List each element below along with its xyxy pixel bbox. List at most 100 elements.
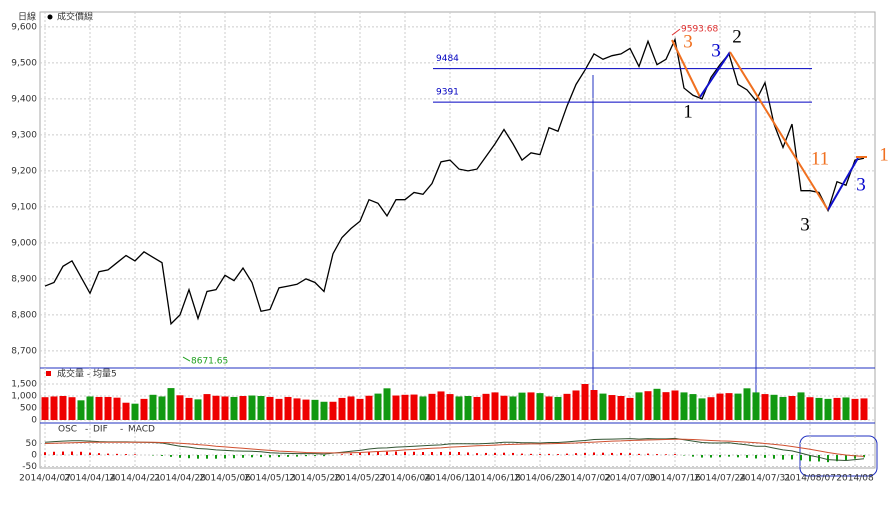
- volume-bar: [743, 388, 751, 420]
- volume-bar: [716, 393, 724, 420]
- volume-bar: [149, 394, 157, 420]
- osc-bar: [458, 452, 460, 455]
- osc-bar: [377, 451, 379, 455]
- y-tick-label: 8,800: [11, 310, 37, 320]
- osc-bar: [656, 454, 658, 455]
- volume-bar: [599, 393, 607, 420]
- volume-bar: [338, 397, 346, 420]
- volume-bar: [50, 396, 58, 420]
- volume-bar: [239, 396, 247, 420]
- osc-bar: [260, 455, 262, 458]
- osc-bar: [125, 454, 127, 455]
- y-tick-label: -50: [22, 462, 37, 472]
- volume-bar: [347, 396, 355, 420]
- volume-bar: [284, 396, 292, 420]
- osc-bar: [611, 452, 613, 455]
- volume-bar: [293, 398, 301, 420]
- volume-bar: [113, 397, 121, 420]
- volume-bar: [203, 394, 211, 420]
- price-line: [44, 37, 865, 326]
- y-tick-label: 50: [26, 439, 38, 449]
- osc-bar: [116, 453, 118, 455]
- volume-bar: [230, 396, 238, 420]
- volume-bar: [140, 398, 148, 420]
- volume-bar: [95, 396, 103, 420]
- y-tick-label: 8,700: [11, 346, 37, 356]
- osc-bar: [287, 455, 289, 457]
- x-tick-label: 2014/04/14: [64, 474, 116, 484]
- wave-label: 1: [879, 144, 889, 165]
- volume-bar: [617, 396, 625, 420]
- osc-bar: [422, 452, 424, 455]
- osc-bar: [98, 453, 100, 455]
- osc-bar: [530, 453, 532, 455]
- level-label: 9391: [436, 88, 459, 98]
- low-tick: [182, 356, 191, 362]
- y-tick-label: 9,600: [11, 22, 37, 32]
- osc-bar: [251, 455, 253, 458]
- osc-bar: [800, 455, 802, 461]
- low-label: 8671.65: [191, 357, 228, 367]
- osc-bar: [305, 455, 307, 457]
- osc-bar: [323, 455, 325, 457]
- volume-bar: [464, 396, 472, 420]
- osc-bar: [584, 452, 586, 455]
- osc-bar: [161, 455, 163, 456]
- legend-volume: 成交量 - 均量5: [57, 368, 117, 380]
- volume-bar: [185, 397, 193, 420]
- x-tick-label: 2014/04/28: [154, 474, 206, 484]
- osc-bar: [242, 455, 244, 458]
- volume-bar: [545, 396, 553, 420]
- volume-bar: [671, 390, 679, 420]
- volume-bar: [734, 393, 742, 420]
- x-tick-label: 2014/05/20: [289, 474, 341, 484]
- x-tick-label: 2014/05/13: [244, 474, 296, 484]
- osc-bar: [629, 453, 631, 455]
- osc-bar: [809, 455, 811, 462]
- osc-bar: [692, 455, 694, 457]
- x-tick-label: 2014/06/11: [424, 474, 476, 484]
- osc-bar: [224, 455, 226, 459]
- legend-dif: DIF: [93, 425, 108, 435]
- x-tick-label: 2014/06/18: [469, 474, 521, 484]
- volume-bar: [590, 390, 598, 420]
- osc-bar: [395, 451, 397, 455]
- volume-bar: [806, 397, 814, 420]
- legend-osc: OSC: [58, 425, 77, 435]
- volume-bar: [707, 397, 715, 420]
- volume-bar: [455, 396, 463, 420]
- volume-bar: [653, 388, 661, 420]
- volume-bar: [167, 388, 175, 420]
- y-tick-label: 1,000: [11, 392, 37, 402]
- wave-label: 1: [683, 101, 693, 122]
- legend-sep: -: [120, 425, 123, 435]
- osc-bar: [89, 452, 91, 455]
- wave-line: [671, 39, 701, 98]
- wave-line: [729, 51, 829, 211]
- volume-bar: [842, 397, 850, 420]
- x-tick-label: 2014/06/04: [379, 474, 431, 484]
- volume-bar: [473, 396, 481, 420]
- x-tick-label: 2014/07/16: [649, 474, 701, 484]
- x-tick-label: 2014/04/21: [109, 474, 161, 484]
- volume-bar: [257, 396, 265, 420]
- osc-bar: [215, 455, 217, 459]
- osc-bar: [197, 455, 199, 459]
- volume-bar: [860, 398, 868, 420]
- volume-bar: [572, 390, 580, 420]
- volume-bar: [275, 398, 283, 420]
- volume-bar: [374, 393, 382, 420]
- osc-bar: [494, 452, 496, 455]
- y-tick-label: 9,100: [11, 202, 37, 212]
- osc-bar: [638, 453, 640, 455]
- osc-bar: [269, 455, 271, 458]
- y-tick-label: 9,200: [11, 166, 37, 176]
- legend-swatch: [46, 371, 51, 376]
- x-tick-label: 2014/05/06: [199, 474, 251, 484]
- volume-bar: [59, 396, 67, 420]
- osc-bar: [71, 451, 73, 455]
- volume-bar: [122, 402, 130, 420]
- osc-bar: [53, 451, 55, 455]
- osc-bar: [557, 454, 559, 455]
- legend-dot: [47, 14, 53, 20]
